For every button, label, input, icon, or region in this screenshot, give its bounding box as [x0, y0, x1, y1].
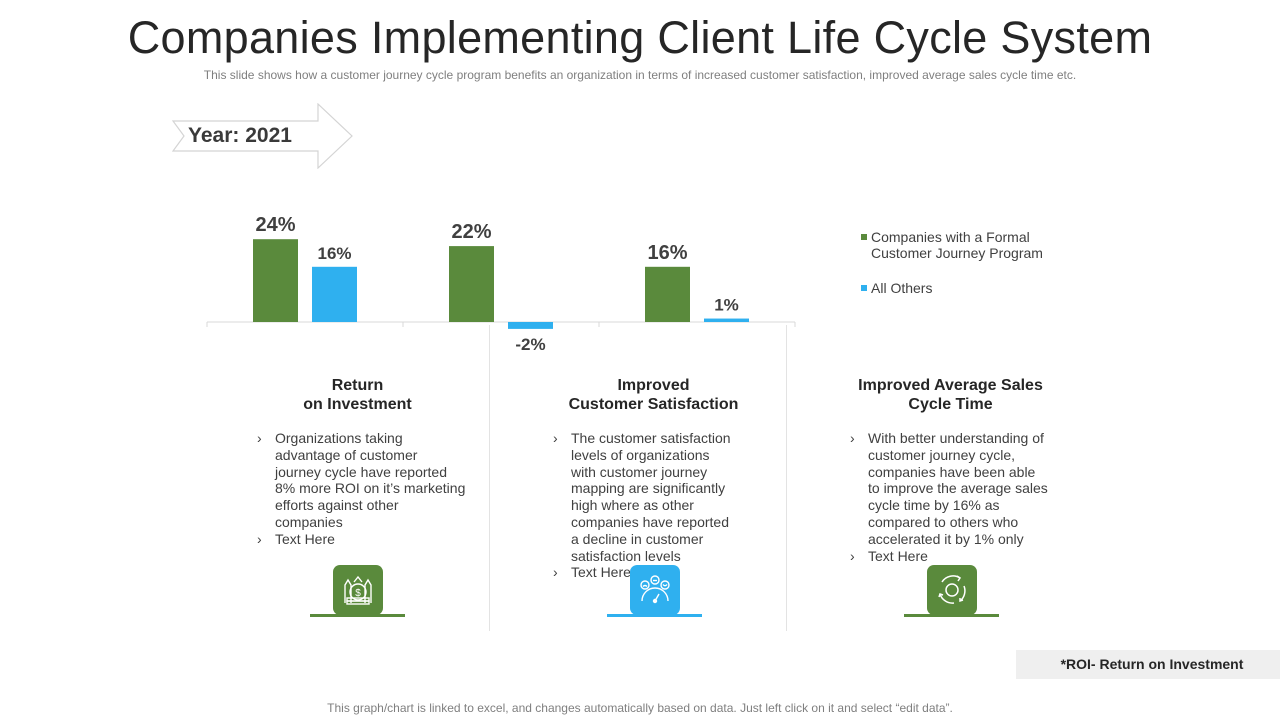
- bullet-text: Text Here: [571, 564, 631, 581]
- column-title: Improved Customer Satisfaction: [541, 376, 766, 414]
- money-bag-icon: $: [333, 565, 383, 615]
- sales-cycle-column: Improved Average Sales Cycle Time › With …: [838, 376, 1068, 580]
- icon-base-line: [904, 614, 999, 617]
- data-label: 16%: [317, 244, 351, 263]
- chevron-right-icon: ›: [850, 430, 855, 446]
- bar-formal-program: [645, 266, 690, 322]
- legend-label: Customer Journey Program: [871, 245, 1043, 261]
- data-label: 16%: [647, 242, 687, 264]
- bullet-text: Text Here: [275, 530, 335, 547]
- data-label: 24%: [255, 214, 295, 236]
- roi-footnote: *ROI- Return on Investment: [1016, 650, 1280, 679]
- data-label: -2%: [515, 335, 545, 354]
- customer-satisfaction-column: Improved Customer Satisfaction › The cust…: [541, 376, 771, 597]
- roi-column: Return on Investment › Organizations taki…: [245, 376, 475, 564]
- column-title-line: on Investment: [303, 396, 412, 413]
- column-divider: [489, 325, 490, 631]
- chart-legend: Companies with a Formal Customer Journey…: [861, 229, 1071, 296]
- column-title-line: Improved: [617, 377, 690, 394]
- legend-swatch-blue: [861, 285, 867, 291]
- bar-chart: 24% 22% 16% 16% -2% 1%: [206, 214, 796, 354]
- chevron-right-icon: ›: [257, 530, 262, 547]
- bullet-text: With better understanding of customer jo…: [868, 430, 1048, 547]
- bar-all-others: [704, 318, 749, 322]
- column-title-line: Improved Average Sales: [858, 377, 1043, 394]
- bullet-item: › With better understanding of customer j…: [850, 430, 1050, 548]
- data-label: 22%: [451, 221, 491, 243]
- year-label: Year: 2021: [188, 124, 292, 147]
- chevron-right-icon: ›: [553, 430, 558, 446]
- bullet-text: Organizations taking advantage of custom…: [275, 430, 466, 530]
- bullet-list: › The customer satisfaction levels of org…: [553, 430, 738, 581]
- chevron-right-icon: ›: [850, 547, 855, 564]
- bar-all-others: [312, 266, 357, 322]
- column-title: Return on Investment: [245, 376, 470, 414]
- legend-item-all-others: All Others: [861, 280, 1071, 296]
- footer-note: This graph/chart is linked to excel, and…: [327, 701, 953, 715]
- bullet-item: › Text Here: [553, 564, 738, 581]
- page-subtitle: This slide shows how a customer journey …: [203, 68, 1077, 82]
- data-label: 1%: [714, 296, 739, 315]
- legend-label: All Others: [871, 280, 933, 296]
- column-title-line: Customer Satisfaction: [568, 396, 739, 413]
- bullet-item: › Organizations taking advantage of custo…: [257, 430, 467, 531]
- year-arrow-shape: [172, 103, 353, 169]
- svg-text:$: $: [355, 588, 361, 599]
- page-title: Companies Implementing Client Life Cycle…: [127, 12, 1153, 63]
- bullet-text: Text Here: [868, 547, 928, 564]
- icon-base-line: [310, 614, 405, 617]
- bar-formal-program: [253, 239, 298, 322]
- chevron-right-icon: ›: [553, 564, 558, 581]
- legend-swatch-green: [861, 234, 867, 240]
- bullet-list: › With better understanding of customer j…: [850, 430, 1050, 564]
- bullet-list: › Organizations taking advantage of custo…: [257, 430, 467, 548]
- chevron-right-icon: ›: [257, 430, 262, 446]
- bullet-text: The customer satisfaction levels of orga…: [571, 430, 731, 564]
- column-title: Improved Average Sales Cycle Time: [838, 376, 1063, 414]
- cycle-arrows-icon: [927, 565, 977, 615]
- column-divider: [786, 325, 787, 631]
- icon-base-line: [607, 614, 702, 617]
- column-title-line: Cycle Time: [908, 396, 993, 413]
- column-title-line: Return: [331, 377, 384, 394]
- satisfaction-gauge-icon: [630, 565, 680, 615]
- bar-all-others: [508, 322, 553, 329]
- bullet-item: › Text Here: [850, 548, 1050, 565]
- bar-formal-program: [449, 246, 494, 322]
- legend-item-formal-program: Companies with a Formal Customer Journey…: [861, 229, 1071, 261]
- bullet-item: › The customer satisfaction levels of org…: [553, 430, 738, 564]
- legend-label: Companies with a Formal: [871, 229, 1030, 245]
- bullet-item: › Text Here: [257, 531, 467, 548]
